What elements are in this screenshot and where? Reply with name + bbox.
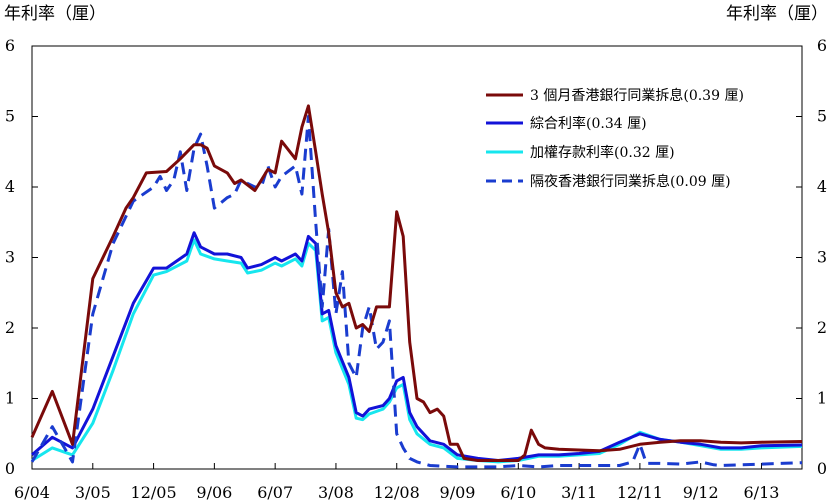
x-tick-label: 6/04 — [14, 483, 50, 502]
series-line-1 — [31, 231, 803, 462]
x-tick-label: 12/05 — [131, 483, 177, 502]
x-tick-label: 12/11 — [617, 483, 663, 502]
y-tick-label-right: 4 — [817, 177, 827, 196]
y-tick-label-right: 3 — [817, 248, 827, 267]
legend-label-2: 加權存款利率(0.32 厘) — [530, 144, 675, 161]
x-tick-label: 9/12 — [683, 483, 719, 502]
y-axis-label-right: 年利率（厘） — [726, 4, 828, 24]
y-tick-label-left: 0 — [5, 459, 15, 478]
x-tick-label: 3/08 — [318, 483, 354, 502]
plot-area-frame — [31, 45, 803, 470]
x-tick-label: 6/07 — [257, 483, 293, 502]
x-tick-label: 3/05 — [75, 483, 111, 502]
y-tick-label-right: 0 — [817, 459, 827, 478]
y-tick-label-right: 5 — [817, 107, 827, 126]
x-tick-label: 9/09 — [440, 483, 476, 502]
x-tick-label: 12/08 — [374, 483, 420, 502]
x-tick-label: 9/06 — [196, 483, 232, 502]
series-line-0 — [30, 104, 803, 462]
y-tick-label-right: 6 — [817, 36, 827, 55]
x-tick-label: 6/10 — [500, 483, 536, 502]
y-tick-label-left: 4 — [5, 177, 15, 196]
y-tick-label-left: 2 — [5, 318, 15, 337]
y-tick-label-right: 1 — [817, 389, 827, 408]
y-axis-label-left: 年利率（厘） — [4, 4, 106, 24]
y-tick-label-right: 2 — [817, 318, 827, 337]
y-tick-label-left: 6 — [5, 36, 15, 55]
series-line-3 — [30, 115, 803, 469]
legend: 3 個月香港銀行同業拆息(0.39 厘) 綜合利率(0.34 厘) 加權存款利率(0… — [486, 87, 744, 190]
legend-label-1: 綜合利率(0.34 厘) — [530, 115, 647, 132]
y-tick-label-left: 1 — [5, 389, 15, 408]
x-tick-label: 6/13 — [744, 483, 780, 502]
axis-ticks: 0 0 1 1 2 2 3 3 4 4 5 5 6 6 6/04 3/05 12/05 9/06 6/07 3/08 1… — [5, 36, 827, 502]
x-tick-label: 3/11 — [561, 483, 597, 502]
y-tick-label-left: 5 — [5, 107, 15, 126]
series-lines — [30, 104, 803, 469]
legend-label-0: 3 個月香港銀行同業拆息(0.39 厘) — [530, 87, 744, 104]
y-tick-label-left: 3 — [5, 248, 15, 267]
legend-label-3: 隔夜香港銀行同業拆息(0.09 厘) — [530, 173, 731, 190]
